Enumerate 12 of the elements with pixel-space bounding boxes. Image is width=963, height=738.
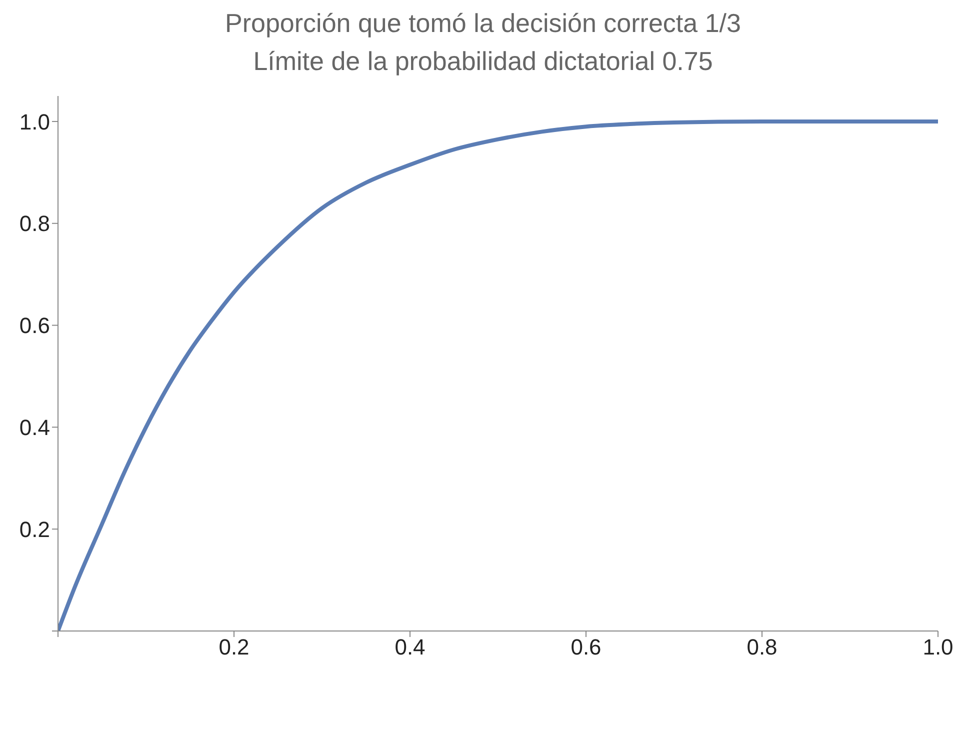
- chart-title: Proporción que tomó la decisión correcta 1/3: [224, 8, 742, 38]
- y-tick-label: 0.6: [19, 313, 50, 338]
- x-tick-label: 0.4: [394, 634, 426, 660]
- x-tick-label: 1.0: [922, 634, 954, 660]
- x-tick-label: 0.6: [570, 634, 602, 660]
- y-tick-label: 1.0: [19, 109, 50, 134]
- y-tick-label: 0.2: [19, 516, 50, 542]
- x-tick-label: 0.8: [746, 634, 778, 660]
- chart-subtitle: Límite de la probabilidad dictatorial 0.75: [252, 46, 714, 76]
- x-tick-label: 0.2: [218, 634, 250, 660]
- y-tick-label: 0.8: [19, 211, 50, 236]
- y-tick-label: 0.4: [19, 415, 50, 440]
